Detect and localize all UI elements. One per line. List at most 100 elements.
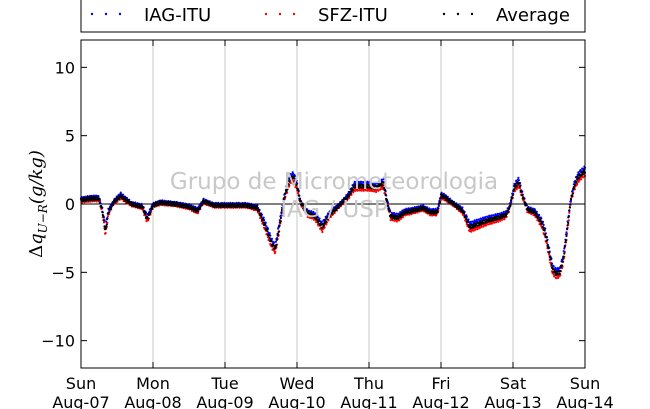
data-point xyxy=(532,214,535,217)
data-point xyxy=(277,230,280,233)
data-point xyxy=(525,204,528,207)
data-point xyxy=(408,211,411,214)
data-point xyxy=(320,220,323,223)
x-tick-label-day: Sat xyxy=(500,374,526,393)
data-point xyxy=(270,237,274,240)
data-point xyxy=(382,181,385,184)
data-point xyxy=(345,197,349,201)
data-point xyxy=(499,219,502,222)
data-point xyxy=(365,183,368,186)
data-point xyxy=(568,211,571,214)
x-tick-label-day: Mon xyxy=(136,374,170,393)
data-point xyxy=(529,207,532,211)
data-point xyxy=(275,243,278,246)
data-point xyxy=(353,180,356,183)
data-point xyxy=(462,211,466,215)
data-point xyxy=(482,216,485,219)
data-point xyxy=(545,242,549,245)
data-point xyxy=(549,256,552,259)
data-point xyxy=(446,196,449,199)
data-point xyxy=(392,211,396,215)
data-point xyxy=(517,179,521,182)
data-point xyxy=(100,206,103,209)
data-point xyxy=(244,205,247,208)
data-point xyxy=(490,219,494,222)
data-point xyxy=(505,212,508,216)
x-tick-label-date: Aug-08 xyxy=(124,393,181,409)
data-point xyxy=(493,215,496,219)
ylabel-subscript: U−R xyxy=(36,204,50,233)
data-point xyxy=(527,210,531,213)
data-point xyxy=(159,203,162,206)
data-point xyxy=(547,247,550,250)
data-point xyxy=(368,180,371,184)
data-point xyxy=(358,189,361,192)
data-point xyxy=(486,221,489,224)
data-point xyxy=(539,220,542,223)
data-point xyxy=(418,209,421,212)
data-point xyxy=(541,226,545,229)
data-point xyxy=(310,215,313,218)
data-point xyxy=(311,213,314,216)
data-point xyxy=(214,202,217,205)
data-point xyxy=(511,197,514,200)
data-point xyxy=(309,211,312,215)
data-point xyxy=(200,204,204,207)
data-point xyxy=(437,204,440,207)
data-point xyxy=(318,217,321,220)
data-point xyxy=(127,199,130,202)
data-point xyxy=(167,203,170,207)
data-point xyxy=(567,215,570,218)
data-point xyxy=(458,205,461,208)
data-point xyxy=(577,177,580,180)
data-point xyxy=(401,216,405,219)
data-point xyxy=(285,190,288,193)
y-tick-label: −5 xyxy=(51,263,75,282)
data-point xyxy=(378,185,382,189)
data-point xyxy=(95,200,98,203)
data-point xyxy=(421,205,424,209)
data-point xyxy=(249,203,252,206)
data-point xyxy=(314,214,317,217)
legend-marker xyxy=(104,12,108,16)
x-tick-label-date: Aug-14 xyxy=(556,393,613,409)
data-point xyxy=(484,216,487,219)
data-point xyxy=(102,219,106,222)
data-point xyxy=(286,188,289,191)
data-point xyxy=(381,187,384,190)
data-point xyxy=(279,220,282,223)
data-point xyxy=(320,223,323,226)
data-point xyxy=(255,205,258,208)
data-point xyxy=(327,216,330,219)
data-point xyxy=(407,207,410,210)
data-point xyxy=(478,227,481,230)
x-tick-label-date: Aug-07 xyxy=(52,393,109,409)
data-point xyxy=(299,200,302,203)
data-point xyxy=(92,195,95,198)
data-point xyxy=(497,217,500,220)
data-point xyxy=(366,180,369,183)
data-point xyxy=(557,273,560,276)
x-tick-label-day: Sun xyxy=(570,374,600,393)
data-point xyxy=(268,232,271,235)
data-point xyxy=(147,217,150,220)
data-point xyxy=(231,203,234,206)
data-point xyxy=(364,186,367,189)
x-tick-label-date: Aug-10 xyxy=(268,393,325,409)
data-point xyxy=(575,181,578,184)
data-point xyxy=(450,200,453,203)
data-point xyxy=(356,181,359,184)
data-point xyxy=(401,213,405,216)
data-point xyxy=(487,217,490,220)
data-point xyxy=(432,212,435,215)
data-point xyxy=(569,197,573,201)
data-point xyxy=(362,189,365,192)
data-point xyxy=(308,216,312,219)
legend-label: Average xyxy=(496,5,570,26)
legend-label: SFZ-ITU xyxy=(318,5,388,26)
data-point xyxy=(544,233,547,236)
data-point xyxy=(374,182,377,185)
x-tick-label-date: Aug-11 xyxy=(340,393,397,409)
data-point xyxy=(460,207,463,210)
data-point xyxy=(221,205,224,209)
